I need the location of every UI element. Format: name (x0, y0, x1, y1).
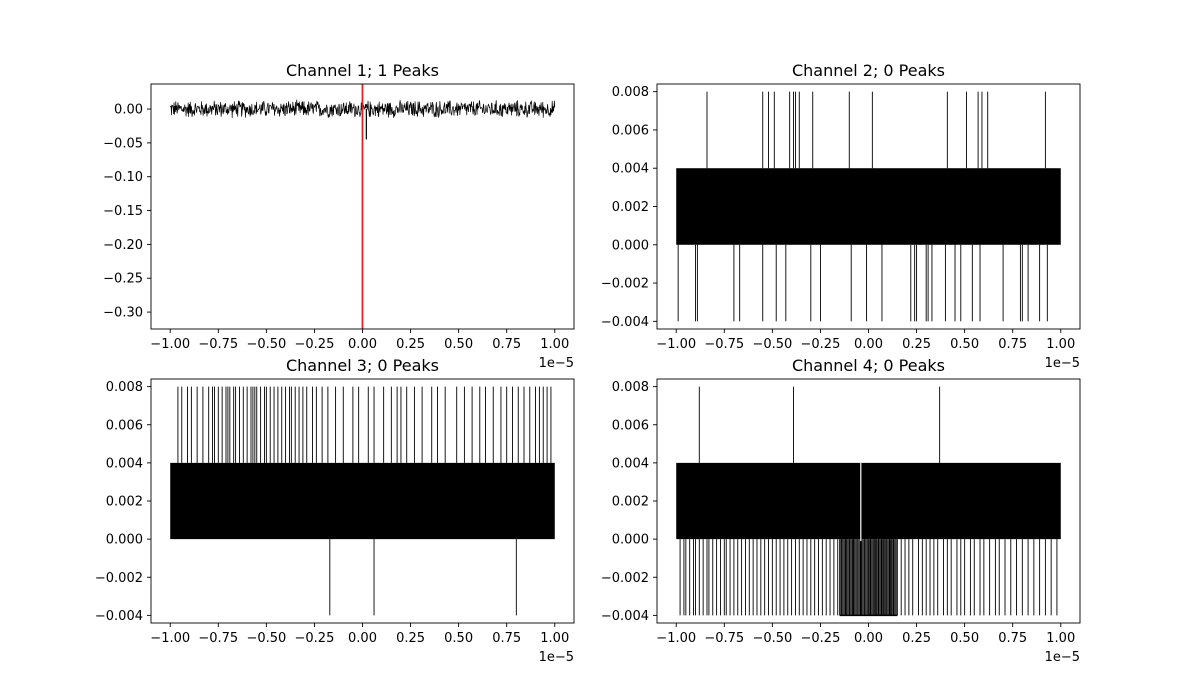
y-tick-label: 0.004 (612, 162, 649, 177)
panel-channel-1: Channel 1; 1 Peaks −1.00 −0.75 −0.50 −0.25 0.… (103, 61, 575, 371)
x-tick-label: 0.50 (444, 337, 473, 352)
x-tick-label: 0.75 (492, 337, 521, 352)
x-tick-label: −0.50 (246, 337, 286, 352)
x-tick-label: 0.50 (444, 631, 473, 646)
y-tick-label: 0.000 (612, 533, 649, 548)
chart-title: Channel 3; 0 Peaks (286, 356, 439, 375)
x-tick-label: 0.00 (348, 631, 377, 646)
y-tick-label: 0.000 (106, 533, 143, 548)
signal-band (170, 462, 555, 540)
x-tick-label: −1.00 (150, 337, 190, 352)
y-tick-label: 0.004 (612, 456, 649, 471)
y-tick-label: −0.30 (103, 306, 143, 321)
y-tick-label: −0.20 (103, 238, 143, 253)
y-tick-label: 0.008 (106, 380, 143, 395)
signal-band (676, 168, 1061, 245)
y-tick-label: −0.004 (95, 609, 143, 624)
x-tick-label: −0.50 (246, 631, 286, 646)
x-tick-label: −1.00 (656, 631, 696, 646)
x-tick-label: 0.25 (396, 631, 425, 646)
x-tick-label: −0.25 (295, 631, 335, 646)
x-tick-label: −0.75 (198, 631, 238, 646)
x-tick-label: 0.00 (854, 631, 883, 646)
y-tick-label: 0.008 (612, 380, 649, 395)
y-tick-label: −0.002 (601, 571, 649, 586)
panel-channel-3: Channel 3; 0 Peaks −1.00 −0.75 −0.50 −0.25 0.… (95, 356, 575, 665)
x-tick-label: −0.75 (704, 337, 744, 352)
x-tick-label: 0.25 (902, 337, 931, 352)
y-tick-label: 0.006 (106, 418, 143, 433)
y-tick-label: −0.05 (103, 136, 143, 151)
y-tick-label: −0.002 (95, 571, 143, 586)
y-tick-label: 0.006 (612, 123, 649, 138)
x-tick-label: −0.25 (295, 337, 335, 352)
y-tick-label: −0.15 (103, 204, 143, 219)
x-tick-label: 1.00 (540, 337, 569, 352)
y-tick-label: −0.002 (601, 277, 649, 292)
y-tick-label: −0.25 (103, 272, 143, 287)
x-tick-label: −1.00 (150, 631, 190, 646)
x-tick-label: 0.50 (950, 631, 979, 646)
panel-channel-4: Channel 4; 0 Peaks −1.00 −0.75 −0.50 −0.25 0.… (601, 356, 1081, 665)
y-tick-label: 0.008 (612, 85, 649, 100)
data-series (170, 386, 555, 616)
x-tick-label: 1.00 (540, 631, 569, 646)
y-tick-label: 0.00 (114, 103, 143, 118)
x-offset-label: 1e−5 (1045, 650, 1080, 665)
y-tick-label: 0.006 (612, 418, 649, 433)
data-series (676, 91, 1061, 322)
y-tick-label: 0.002 (106, 495, 143, 510)
y-tick-label: −0.10 (103, 170, 143, 185)
y-tick-label: 0.000 (612, 238, 649, 253)
x-tick-label: −0.50 (752, 631, 792, 646)
x-tick-label: 0.25 (902, 631, 931, 646)
x-offset-label: 1e−5 (539, 650, 574, 665)
x-tick-label: 0.75 (492, 631, 521, 646)
x-tick-label: 1.00 (1046, 631, 1075, 646)
x-tick-label: −0.75 (198, 337, 238, 352)
x-tick-label: −0.25 (801, 631, 841, 646)
x-tick-label: 0.75 (998, 631, 1027, 646)
chart-title: Channel 2; 0 Peaks (792, 61, 945, 80)
y-tick-label: −0.004 (601, 609, 649, 624)
data-series (169, 84, 556, 329)
y-tick-label: −0.004 (601, 315, 649, 330)
x-tick-label: 0.25 (396, 337, 425, 352)
x-tick-label: 1.00 (1046, 337, 1075, 352)
signal-band (676, 462, 1061, 540)
x-tick-label: 0.75 (998, 337, 1027, 352)
chart-title: Channel 4; 0 Peaks (792, 356, 945, 375)
x-offset-label: 1e−5 (1045, 356, 1080, 371)
x-offset-label: 1e−5 (539, 356, 574, 371)
panel-channel-2: Channel 2; 0 Peaks −1.00 −0.75 −0.50 −0.25 0.… (601, 61, 1081, 371)
x-tick-label: −0.75 (704, 631, 744, 646)
y-tick-label: 0.002 (612, 200, 649, 215)
y-tick-label: 0.004 (106, 456, 143, 471)
x-tick-label: −1.00 (656, 337, 696, 352)
data-series (676, 386, 1061, 617)
chart-title: Channel 1; 1 Peaks (286, 61, 439, 80)
x-tick-label: −0.25 (801, 337, 841, 352)
y-tick-label: 0.002 (612, 495, 649, 510)
x-tick-label: −0.50 (752, 337, 792, 352)
x-tick-label: 0.00 (348, 337, 377, 352)
x-tick-label: 0.50 (950, 337, 979, 352)
x-tick-label: 0.00 (854, 337, 883, 352)
